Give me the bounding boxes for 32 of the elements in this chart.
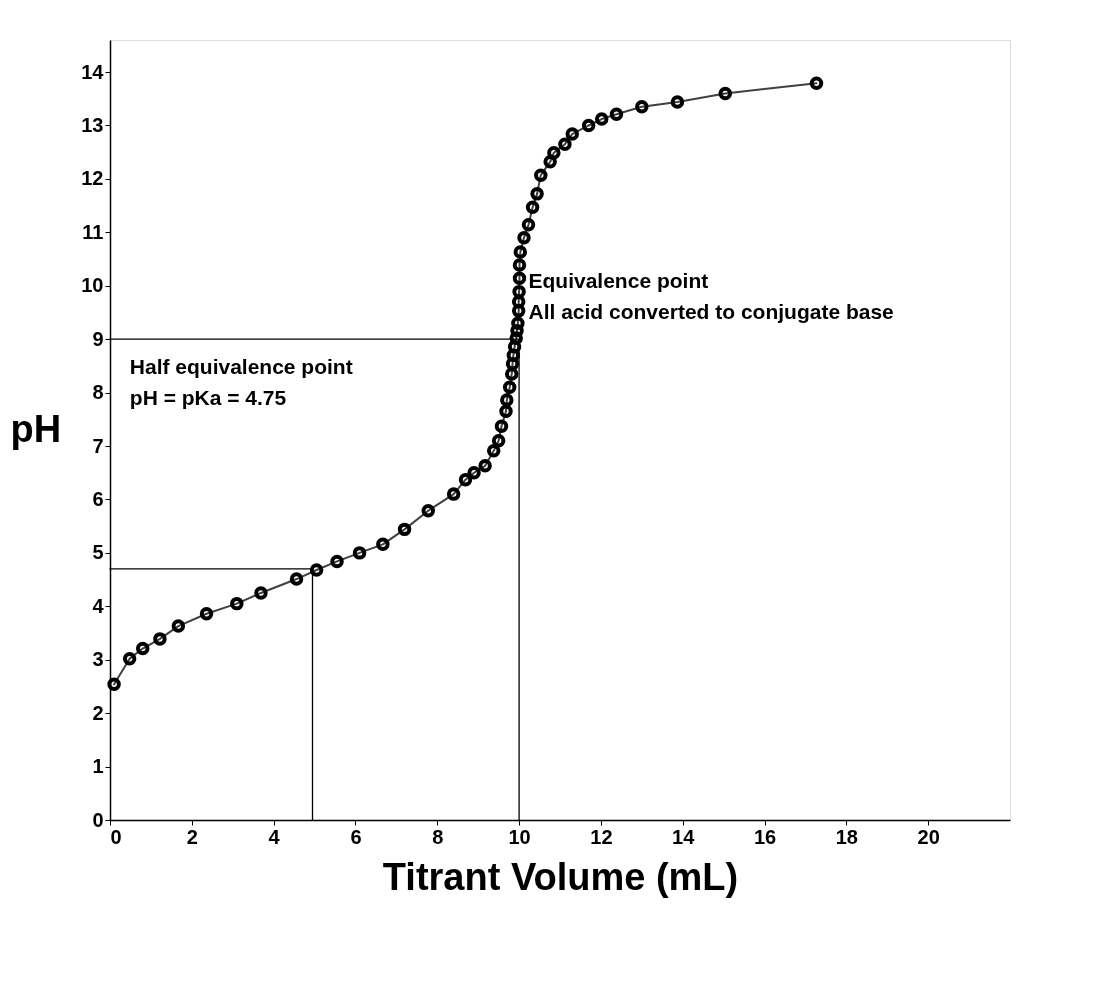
- y-tick-label: 5: [92, 541, 104, 564]
- y-tick-label: 0: [92, 808, 104, 831]
- x-tick-label: 16: [753, 825, 777, 848]
- y-tick-label: 13: [81, 113, 104, 136]
- y-axis-title: pH: [10, 407, 62, 450]
- x-tick-label: 4: [268, 825, 281, 848]
- annotation: Equivalence point: [528, 268, 709, 292]
- y-tick-label: 7: [92, 434, 104, 457]
- x-tick-label: 0: [110, 825, 122, 848]
- y-tick-label: 14: [81, 60, 105, 83]
- x-tick-label: 18: [835, 825, 858, 848]
- y-tick-label: 12: [81, 167, 104, 190]
- x-tick-label: 12: [590, 825, 613, 848]
- annotation: pH = pKa = 4.75: [129, 385, 287, 409]
- x-tick-label: 20: [917, 825, 940, 848]
- y-tick-label: 2: [92, 701, 104, 724]
- x-tick-label: 14: [672, 825, 696, 848]
- y-tick-label: 3: [92, 648, 104, 671]
- y-tick-label: 1: [92, 755, 104, 778]
- y-tick-label: 9: [92, 327, 104, 350]
- x-tick-label: 10: [508, 825, 531, 848]
- x-axis-title: Titrant Volume (mL): [382, 855, 739, 898]
- x-tick-label: 2: [186, 825, 198, 848]
- y-tick-label: 6: [92, 487, 104, 510]
- x-tick-label: 8: [432, 825, 444, 848]
- y-tick-label: 4: [92, 594, 105, 617]
- y-tick-label: 8: [92, 381, 104, 404]
- y-tick-label: 10: [81, 274, 104, 297]
- annotation: Half equivalence point: [129, 354, 353, 378]
- y-tick-label: 11: [82, 220, 104, 243]
- x-tick-label: 6: [350, 825, 362, 848]
- annotation: All acid converted to conjugate base: [528, 300, 894, 323]
